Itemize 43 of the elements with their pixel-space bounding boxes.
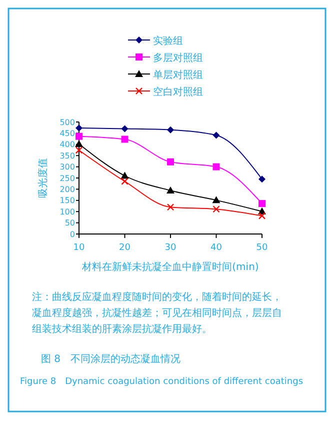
x-tick-label: 40 — [210, 243, 222, 253]
y-tick-label: 0 — [70, 230, 75, 239]
point — [258, 200, 266, 208]
legend-label: 实验组 — [153, 35, 183, 47]
y-tick-label: 350 — [60, 151, 75, 160]
point — [120, 172, 129, 179]
point — [167, 158, 174, 166]
point — [76, 132, 82, 140]
point — [121, 125, 128, 132]
point — [212, 206, 220, 213]
point — [121, 178, 128, 185]
x-axis-title: 材料在新鲜未抗凝全血中静置时间(min) — [81, 261, 259, 273]
legend-label: 单层对照组 — [153, 69, 203, 81]
point — [76, 124, 82, 132]
point — [166, 186, 174, 194]
y-tick-label: 250 — [60, 174, 75, 183]
point — [166, 204, 174, 211]
y-tick-label: 500 — [60, 118, 75, 127]
y-tick-label: 150 — [60, 196, 75, 206]
x-tick-label: 30 — [164, 243, 176, 253]
legend-label: 多层对照组 — [153, 52, 203, 64]
x-tick-label: 10 — [73, 243, 85, 253]
text: Figure 8 Dynamic coagulation conditions of different coatings — [20, 377, 304, 387]
y-tick-label: 300 — [60, 162, 75, 172]
y-tick-label: 50 — [64, 218, 75, 228]
point — [167, 126, 174, 134]
point — [212, 196, 220, 204]
point — [258, 212, 266, 220]
text: 注：曲线反应凝血程度随时间的变化，随着时间的延长，凝血程度越强，抗凝性越差；可见在相同时间点，层层自组装技术组装的肝素涂层抗凝作用最好。 — [32, 291, 282, 335]
legend-label: 空白对照组 — [153, 86, 203, 98]
x-tick-label: 50 — [256, 243, 268, 253]
point — [121, 136, 128, 143]
y-tick-label: 450 — [60, 129, 75, 138]
y-tick-label: 400 — [60, 140, 75, 150]
y-tick-label: 200 — [60, 185, 75, 194]
x-tick-label: 20 — [119, 243, 131, 253]
point — [258, 176, 266, 183]
text: 图 8 不同涂层的动态凝血情况 — [41, 353, 181, 365]
y-tick-label: 100 — [60, 207, 75, 216]
point — [212, 132, 220, 139]
point — [212, 163, 220, 170]
point — [75, 146, 83, 154]
y-axis-title: 吸光度值 — [37, 158, 49, 198]
